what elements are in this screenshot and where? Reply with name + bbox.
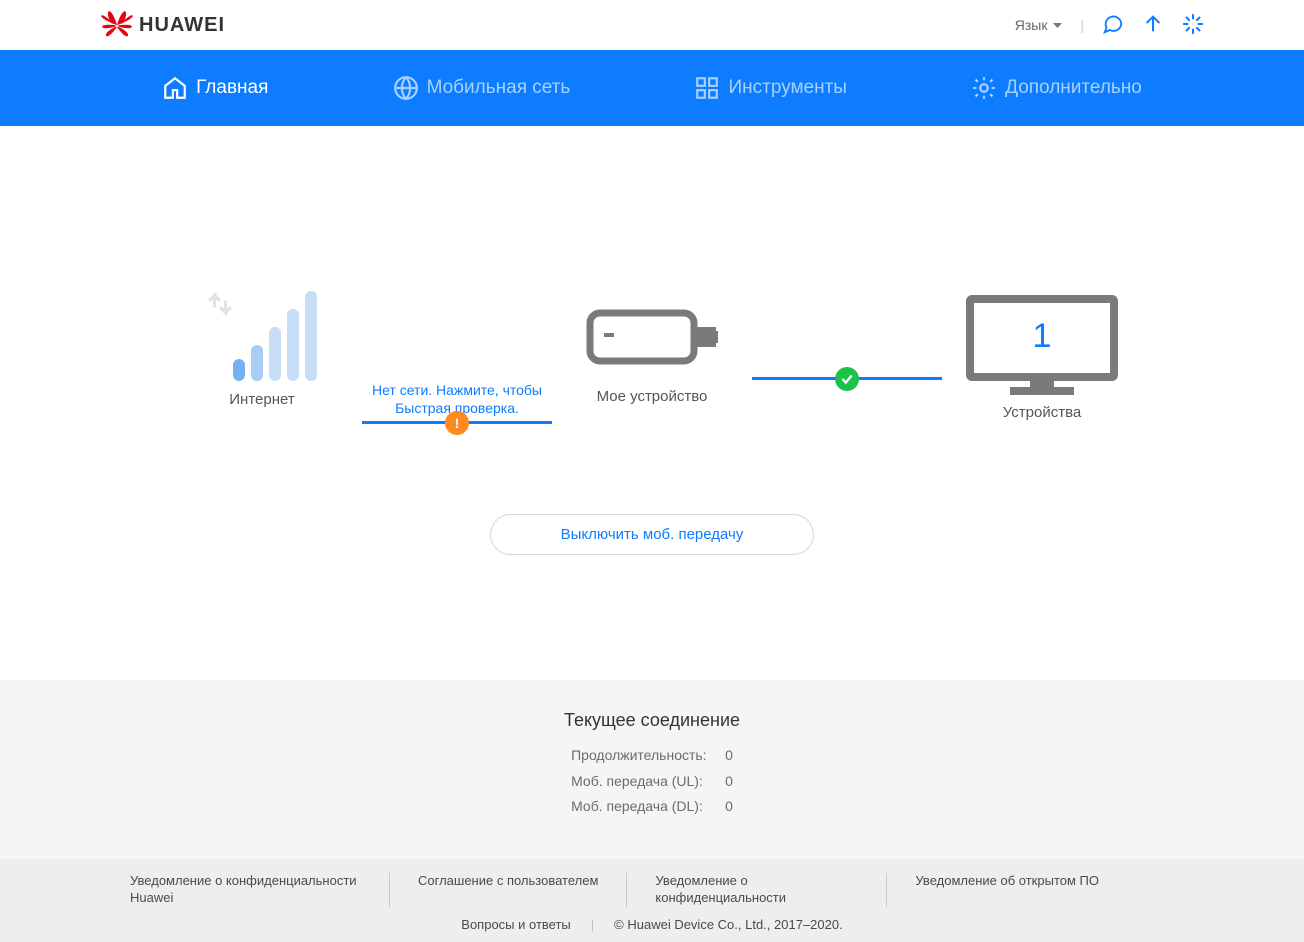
nav-mobile-label: Мобильная сеть [427, 77, 571, 99]
sms-icon[interactable] [1102, 13, 1124, 38]
footer-faq-link[interactable]: Вопросы и ответы [461, 917, 570, 932]
status-val: 0 [725, 794, 733, 819]
dashboard: Интернет Нет сети. Нажмите, чтобы Быстра… [0, 126, 1304, 424]
gear-icon [971, 75, 997, 101]
ok-badge-icon [835, 367, 859, 391]
footer-copyright: © Huawei Device Co., Ltd., 2017–2020. [614, 917, 843, 932]
internet-label: Интернет [162, 391, 362, 408]
language-label: Язык [1015, 17, 1048, 33]
nav-home-label: Главная [196, 77, 268, 99]
header-right: Язык | [1015, 13, 1204, 38]
status-row: Продолжительность: 0 [571, 743, 733, 768]
status-val: 0 [725, 743, 733, 768]
status-val: 0 [725, 769, 733, 794]
update-icon[interactable] [1142, 13, 1164, 38]
separator: | [1080, 17, 1084, 33]
status-title: Текущее соединение [0, 710, 1304, 731]
internet-card[interactable]: Интернет [162, 291, 362, 408]
signal-bars-icon [162, 291, 362, 381]
loading-icon [1182, 13, 1204, 38]
huawei-flower-icon [100, 10, 134, 40]
toggle-data-button[interactable]: Выключить моб. передачу [490, 514, 815, 555]
status-key: Моб. передача (UL): [571, 769, 711, 794]
footer-bottom: Вопросы и ответы | © Huawei Device Co., … [130, 917, 1174, 932]
brand-logo: HUAWEI [100, 10, 225, 40]
my-device-label: Мое устройство [552, 388, 752, 405]
nav-mobile-network[interactable]: Мобильная сеть [393, 75, 571, 101]
connector-internet-device[interactable]: Нет сети. Нажмите, чтобы Быстрая проверк… [362, 381, 552, 424]
status-key: Моб. передача (DL): [571, 794, 711, 819]
nav-home[interactable]: Главная [162, 75, 268, 101]
current-connection-panel: Текущее соединение Продолжительность: 0 … [0, 680, 1304, 859]
status-key: Продолжительность: [571, 743, 711, 768]
separator: | [591, 917, 594, 932]
modem-icon [582, 291, 722, 381]
top-header: HUAWEI Язык | [0, 0, 1304, 50]
footer-links: Уведомление о конфиденциальности Huawei … [130, 873, 1174, 907]
apps-icon [694, 75, 720, 101]
main-nav: Главная Мобильная сеть Инструменты Допол… [0, 50, 1304, 126]
footer-link-privacy-huawei[interactable]: Уведомление о конфиденциальности Huawei [130, 873, 390, 907]
footer-link-privacy[interactable]: Уведомление о конфиденциальности [627, 873, 887, 907]
footer: Уведомление о конфиденциальности Huawei … [0, 859, 1304, 942]
nav-tools[interactable]: Инструменты [694, 75, 846, 101]
monitor-icon: 1 [962, 291, 1122, 401]
footer-link-opensource[interactable]: Уведомление об открытом ПО [887, 873, 1127, 907]
connector-device-clients [752, 377, 942, 380]
clients-card[interactable]: 1 Устройства [942, 291, 1142, 421]
nav-tools-label: Инструменты [728, 77, 846, 99]
my-device-card[interactable]: Мое устройство [552, 291, 752, 405]
nav-advanced-label: Дополнительно [1005, 77, 1142, 99]
clients-label: Устройства [942, 404, 1142, 421]
action-row: Выключить моб. передачу [0, 514, 1304, 555]
globe-icon [393, 75, 419, 101]
footer-link-user-agreement[interactable]: Соглашение с пользователем [390, 873, 627, 907]
status-row: Моб. передача (UL): 0 [571, 769, 733, 794]
nav-advanced[interactable]: Дополнительно [971, 75, 1142, 101]
chevron-down-icon [1053, 23, 1062, 29]
language-dropdown[interactable]: Язык [1015, 17, 1063, 33]
status-row: Моб. передача (DL): 0 [571, 794, 733, 819]
brand-text: HUAWEI [139, 14, 225, 37]
warning-badge-icon: ! [445, 411, 469, 435]
clients-count: 1 [1033, 317, 1052, 355]
home-icon [162, 75, 188, 101]
